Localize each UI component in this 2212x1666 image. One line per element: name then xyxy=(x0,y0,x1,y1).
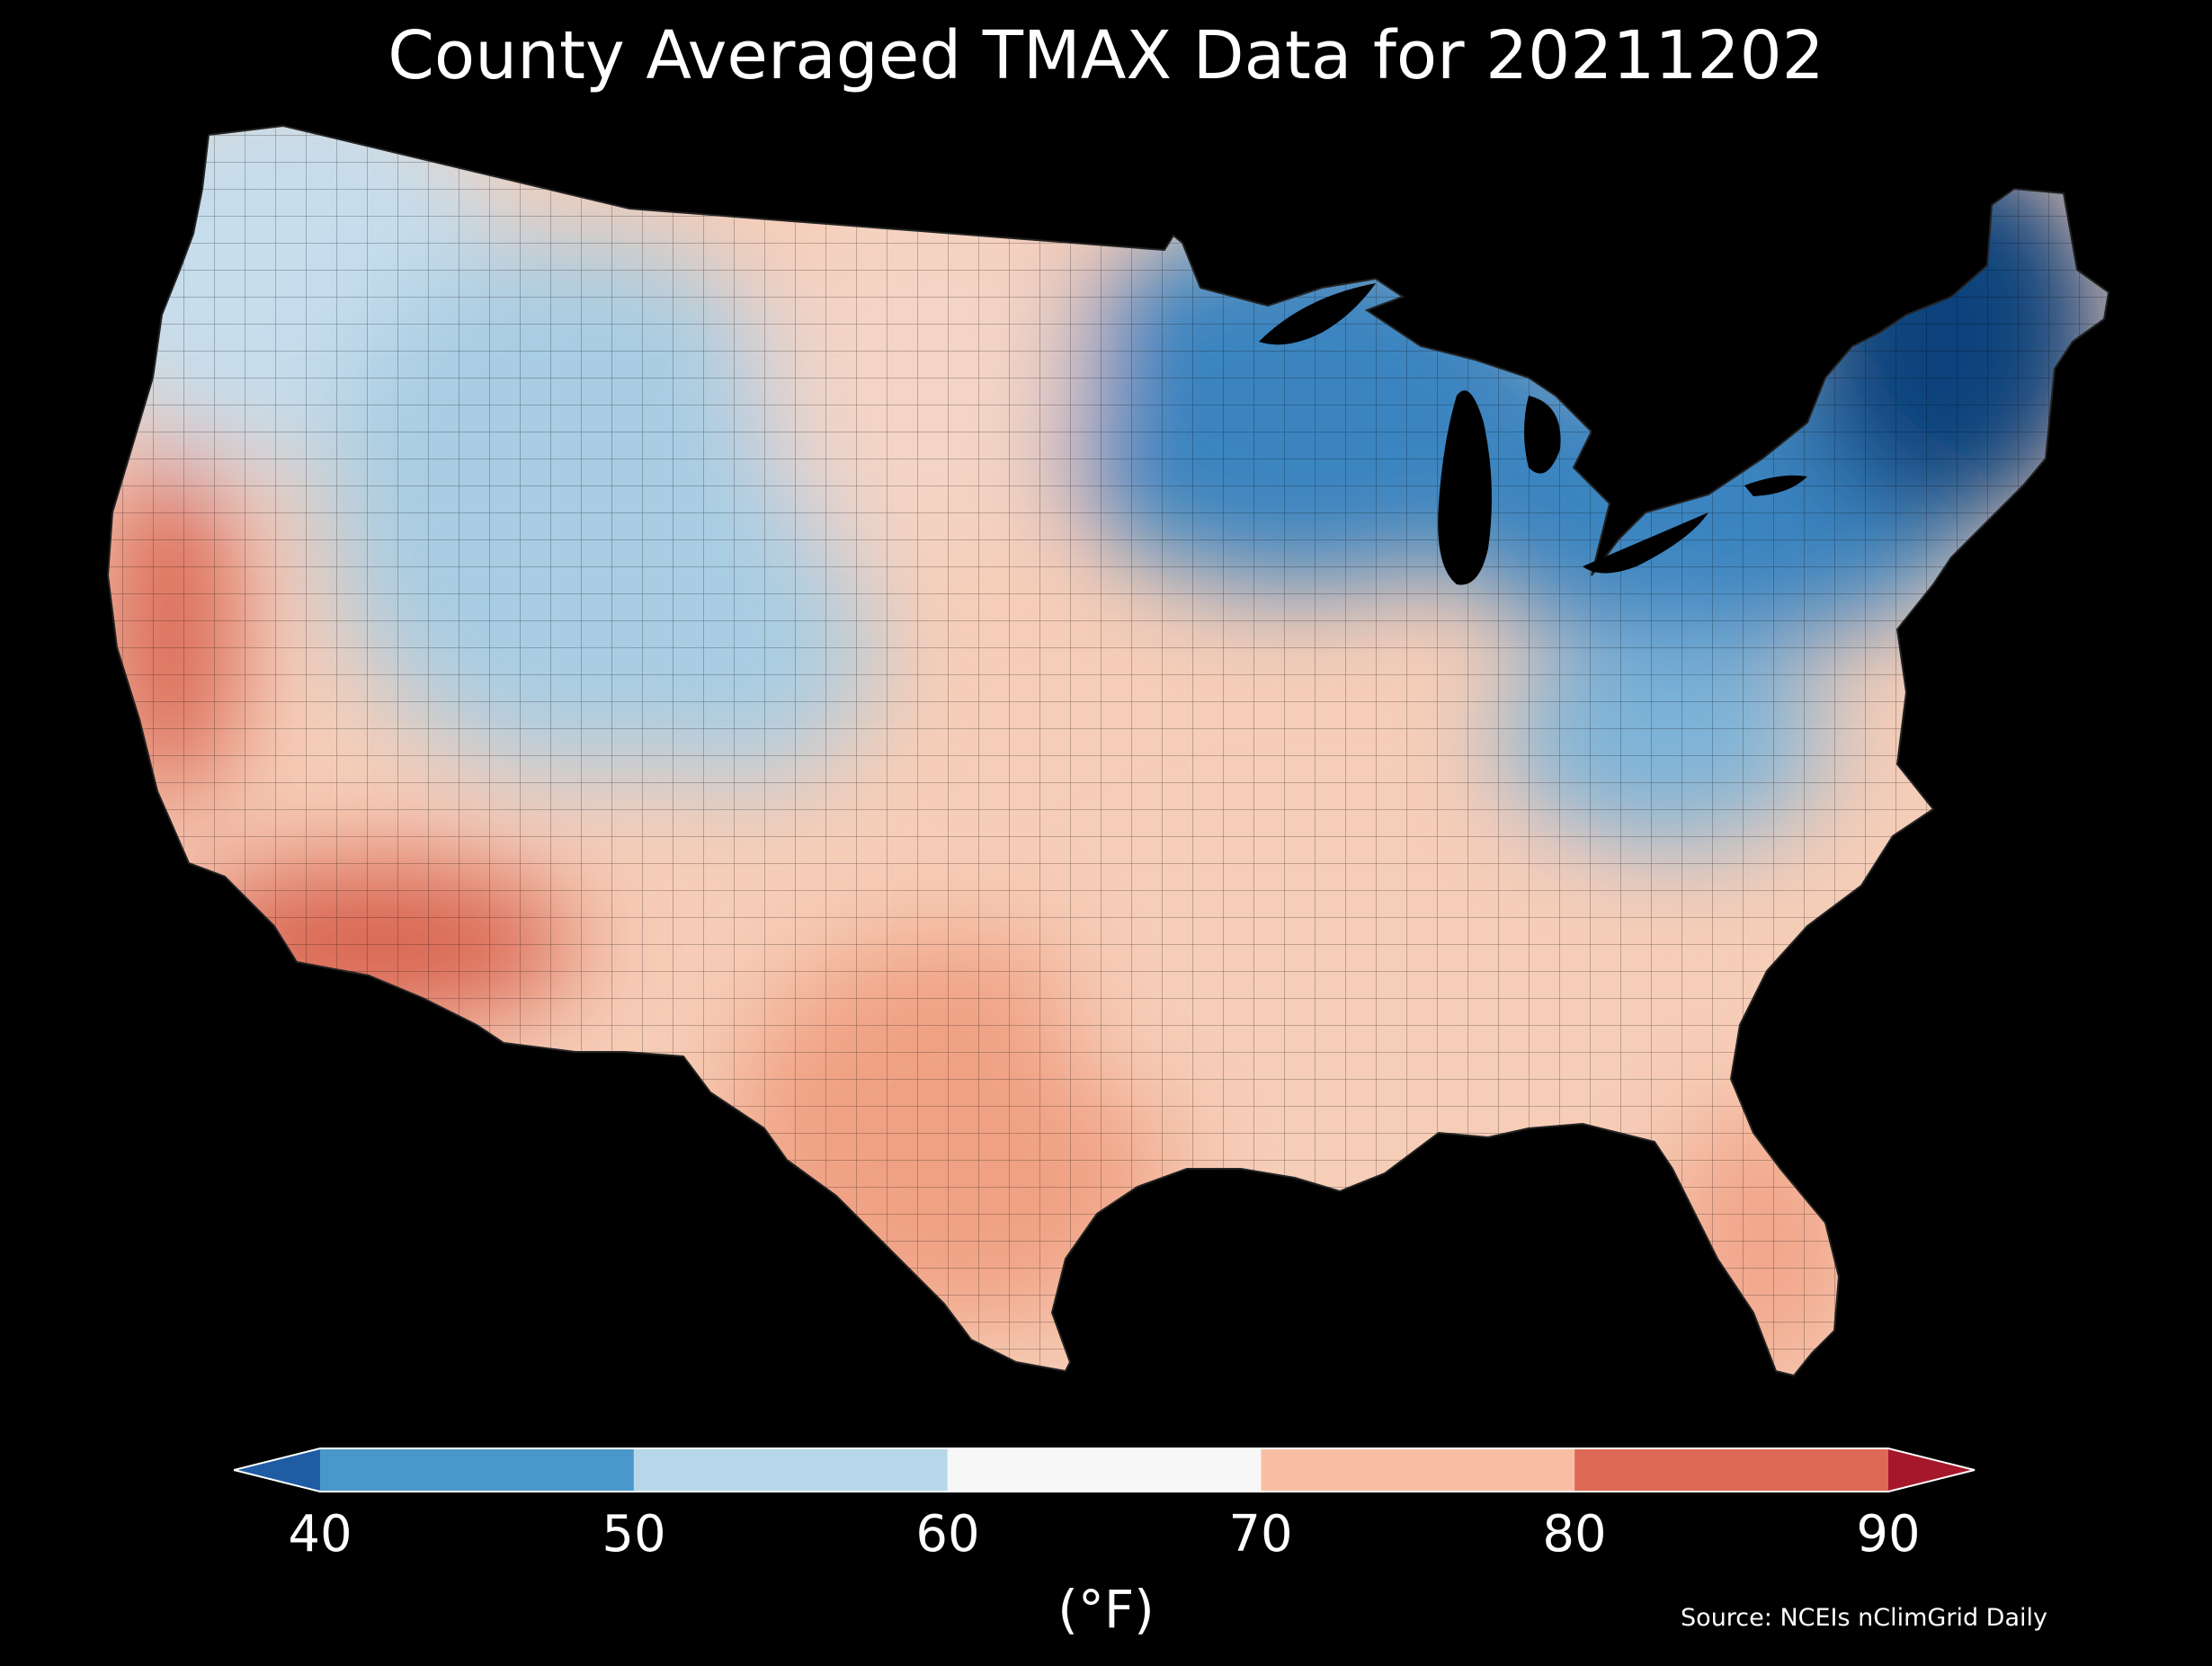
lake-ontario xyxy=(1744,475,1807,496)
colorbar xyxy=(234,1448,1976,1492)
us-county-map xyxy=(106,124,2110,1377)
tick-label-50: 50 xyxy=(602,1505,666,1564)
colorbar-extend-high xyxy=(1888,1448,1975,1492)
lake-michigan xyxy=(1438,390,1492,585)
tick-label-70: 70 xyxy=(1228,1505,1293,1564)
colorbar-segment-70-80 xyxy=(1261,1448,1575,1492)
colorbar-unit-label: (°F) xyxy=(1057,1579,1155,1640)
colorbar-segment-40-50 xyxy=(320,1448,635,1492)
tick-label-90: 90 xyxy=(1856,1505,1921,1564)
county-fill xyxy=(108,126,2109,1376)
colorbar-segment-80-90 xyxy=(1574,1448,1889,1492)
tick-label-60: 60 xyxy=(915,1505,980,1564)
tick-label-40: 40 xyxy=(288,1505,352,1564)
colorbar-segment-60-70 xyxy=(947,1448,1262,1492)
colorbar-segment-50-60 xyxy=(633,1448,949,1492)
colorbar-extend-low xyxy=(234,1448,320,1492)
us-outline xyxy=(106,124,2110,1377)
colorbar-frame xyxy=(234,1448,1976,1492)
source-credit: Source: NCEIs nClimGrid Daily xyxy=(1681,1604,2047,1632)
map-title: County Averaged TMAX Data for 20211202 xyxy=(388,17,1824,94)
colorbar-segments xyxy=(320,1448,1889,1492)
lake-superior xyxy=(1259,283,1376,345)
lake-erie xyxy=(1583,512,1708,574)
lake-huron xyxy=(1524,396,1561,474)
great-lakes xyxy=(1259,283,1807,585)
tick-label-80: 80 xyxy=(1542,1505,1607,1564)
